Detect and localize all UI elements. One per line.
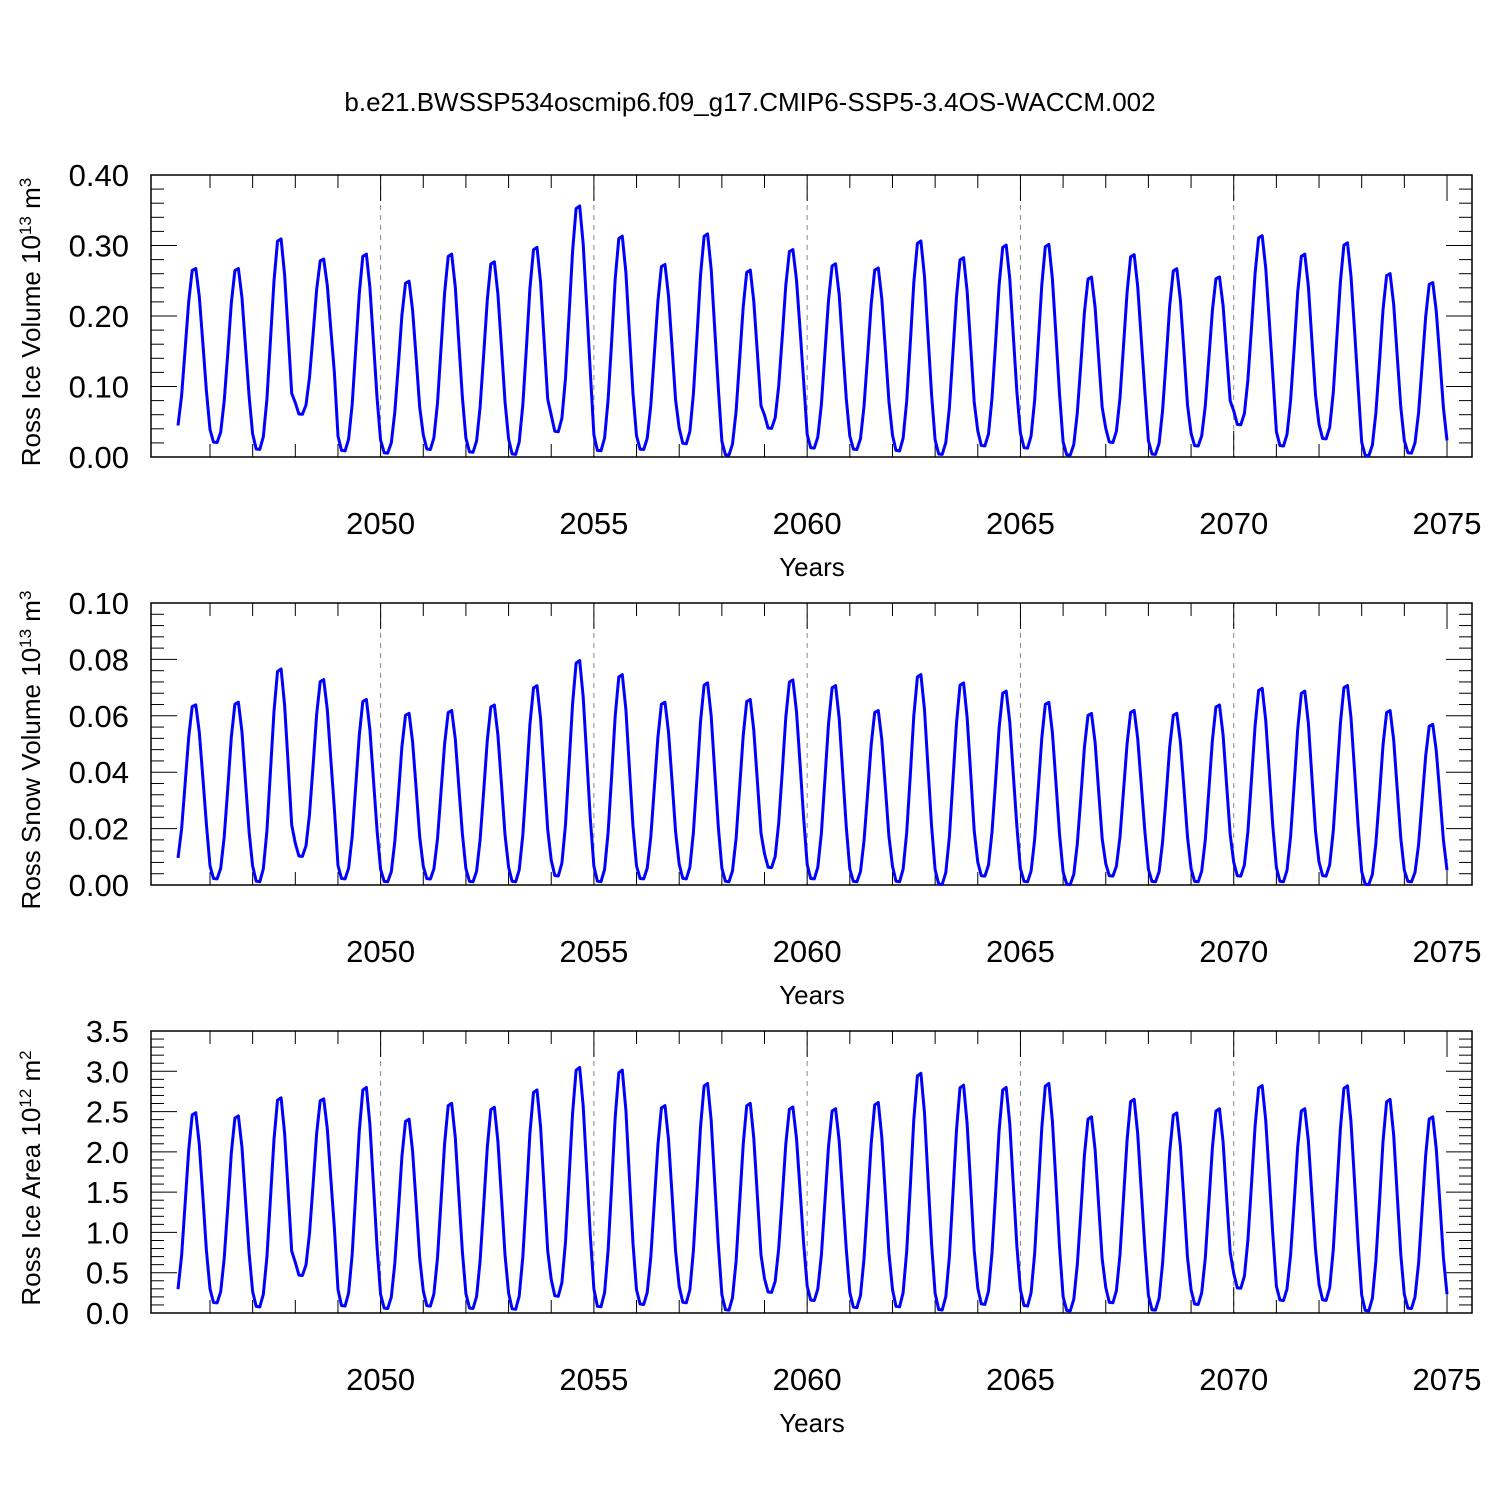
y-tick-label: 0.10 [69, 370, 129, 405]
figure-title: b.e21.BWSSP534oscmip6.f09_g17.CMIP6-SSP5… [344, 87, 1155, 117]
x-tick-label: 2050 [346, 934, 415, 969]
y-tick-label: 0.08 [69, 642, 129, 677]
y-tick-label: 0.06 [69, 699, 129, 734]
plot-frame [150, 602, 1473, 886]
y-tick-label: 0.5 [86, 1256, 129, 1291]
x-axis-title: Years [779, 980, 845, 1010]
x-tick-label: 2070 [1199, 506, 1268, 541]
x-axis-title: Years [779, 552, 845, 582]
x-tick-label: 2060 [773, 934, 842, 969]
series-line [176, 1066, 1449, 1313]
x-tick-label: 2065 [986, 934, 1055, 969]
y-tick-label: 3.0 [86, 1054, 129, 1089]
y-tick-label: 0.00 [69, 440, 129, 475]
x-tick-label: 2050 [346, 1362, 415, 1397]
y-axis-title: Ross Ice Volume 1013 m3 [16, 178, 47, 467]
x-tick-label: 2055 [559, 934, 628, 969]
x-tick-label: 2060 [773, 1362, 842, 1397]
x-tick-label: 2055 [559, 506, 628, 541]
x-tick-label: 2075 [1413, 1362, 1482, 1397]
y-tick-label: 0.0 [86, 1296, 129, 1331]
x-tick-label: 2075 [1413, 506, 1482, 541]
y-tick-label: 1.0 [86, 1215, 129, 1250]
panel-2: 0.00 0.02 0.04 0.06 0.08 0.10 2050 2055 2060 2065… [16, 586, 1482, 1010]
x-tick-label: 2065 [986, 506, 1055, 541]
y-axis-title: Ross Ice Area 1012 m2 [16, 1050, 47, 1305]
x-tick-label: 2075 [1413, 934, 1482, 969]
y-tick-label: 2.0 [86, 1135, 129, 1170]
y-tick-label: 0.02 [69, 812, 129, 847]
y-tick-label: 0.40 [69, 158, 129, 193]
y-axis-title: Ross Snow Volume 1013 m3 [16, 591, 47, 910]
plot-frame [150, 1030, 1473, 1314]
y-tick-label: 0.00 [69, 868, 129, 903]
x-tick-label: 2055 [559, 1362, 628, 1397]
y-tick-label: 0.30 [69, 229, 129, 264]
series-line [176, 659, 1449, 887]
y-tick-label: 0.04 [69, 755, 129, 790]
x-tick-label: 2050 [346, 506, 415, 541]
x-axis-title: Years [779, 1408, 845, 1438]
y-tick-label: 3.5 [86, 1014, 129, 1049]
y-tick-label: 1.5 [86, 1175, 129, 1210]
y-tick-label: 2.5 [86, 1095, 129, 1130]
x-tick-label: 2060 [773, 506, 842, 541]
y-tick-label: 0.10 [69, 586, 129, 621]
series-line [176, 204, 1449, 458]
x-tick-label: 2070 [1199, 934, 1268, 969]
y-tick-label: 0.20 [69, 299, 129, 334]
panels: 0.00 0.10 0.20 0.30 0.40 2050 2055 2060 2065 2070… [16, 158, 1482, 1438]
panel-1: 0.00 0.10 0.20 0.30 0.40 2050 2055 2060 2065 2070… [16, 158, 1482, 582]
x-tick-label: 2070 [1199, 1362, 1268, 1397]
x-tick-label: 2065 [986, 1362, 1055, 1397]
panel-3: 0.0 0.5 1.0 1.5 2.0 2.5 3.0 3.5 2050 2055 2060 2065… [16, 1014, 1482, 1438]
